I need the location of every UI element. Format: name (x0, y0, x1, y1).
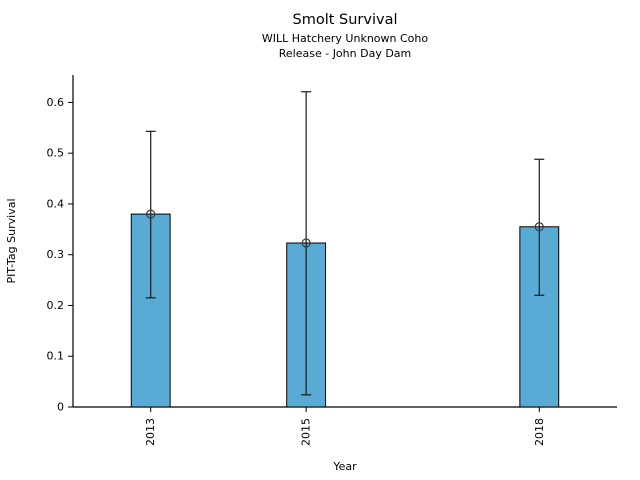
y-tick-label-0.2: 0.2 (47, 299, 65, 312)
point-marker-2018 (534, 222, 544, 232)
y-axis-label: PIT-Tag Survival (5, 198, 18, 284)
y-tick-label-0.5: 0.5 (47, 147, 65, 160)
x-tick-label-2018: 2018 (533, 418, 546, 446)
chart-subtitle-line2: Release - John Day Dam (278, 47, 412, 60)
y-tick-label-0.1: 0.1 (47, 350, 65, 363)
point-marker-2013 (146, 209, 156, 219)
y-tick-label-0.3: 0.3 (47, 248, 65, 261)
point-marker-2015 (301, 238, 311, 248)
x-tick-label-2015: 2015 (300, 418, 313, 446)
x-tick-label-2013: 2013 (144, 418, 157, 446)
y-tick-label-0: 0 (57, 401, 64, 414)
chart-subtitle-line1: WILL Hatchery Unknown Coho (261, 32, 429, 45)
y-tick-label-0.4: 0.4 (47, 197, 65, 210)
chart-title: Smolt Survival (292, 12, 398, 28)
y-tick-label-0.6: 0.6 (47, 96, 65, 109)
x-axis-label: Year (333, 460, 357, 473)
